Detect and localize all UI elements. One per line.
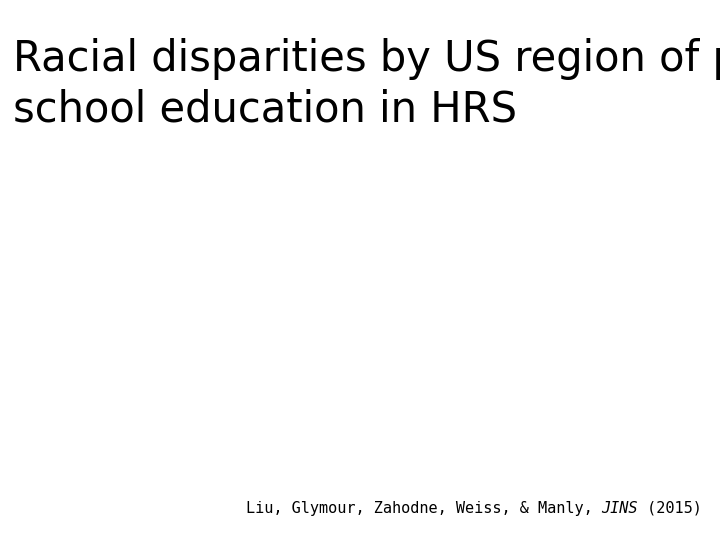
Text: Liu, Glymour, Zahodne, Weiss, & Manly,: Liu, Glymour, Zahodne, Weiss, & Manly,	[246, 501, 602, 516]
Text: Racial disparities by US region of primary
school education in HRS: Racial disparities by US region of prima…	[13, 38, 720, 130]
Text: (2015): (2015)	[638, 501, 702, 516]
Text: JINS: JINS	[602, 501, 638, 516]
